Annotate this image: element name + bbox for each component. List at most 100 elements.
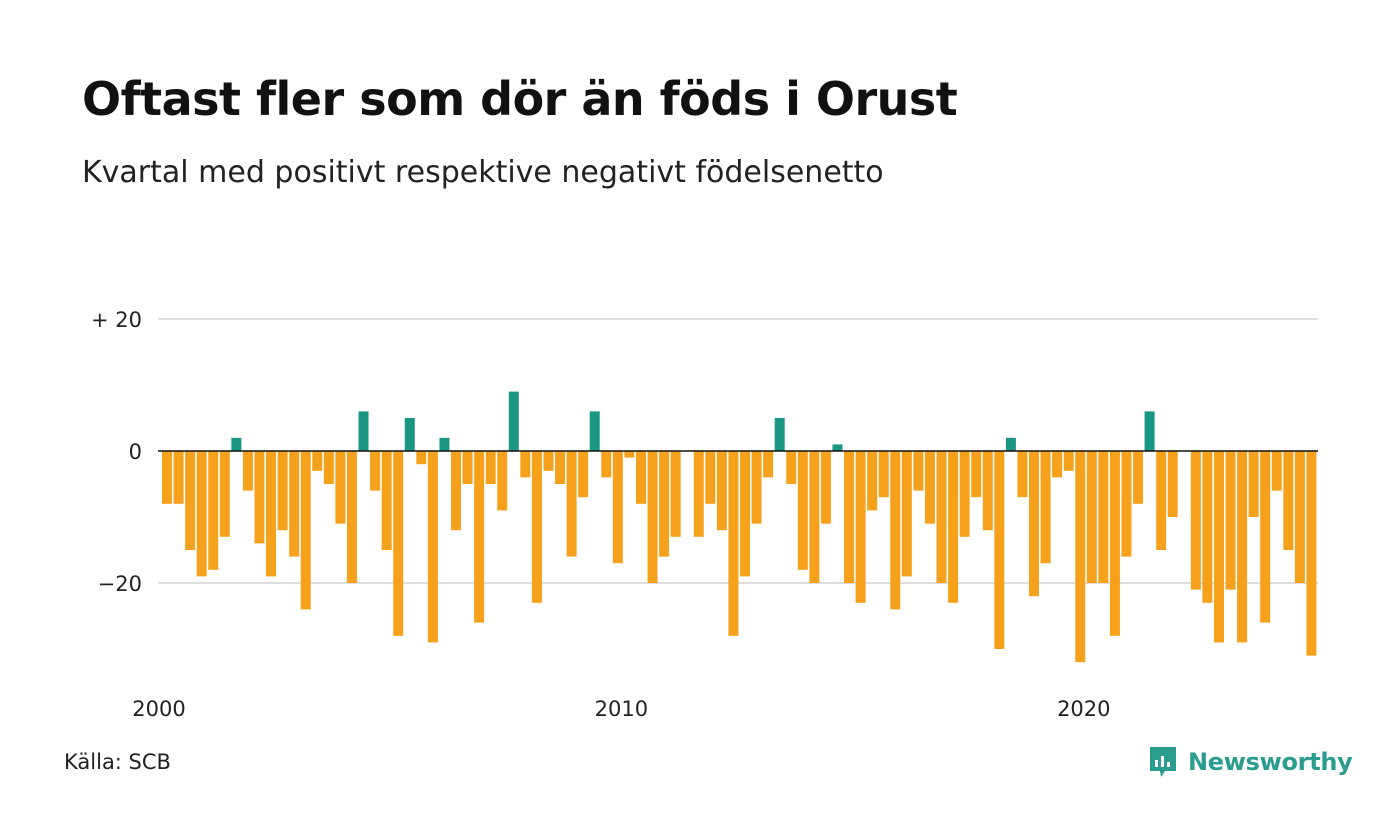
bar-23 [427, 451, 438, 643]
bars [162, 391, 1317, 663]
bar-31 [520, 451, 531, 478]
bar-59 [844, 451, 855, 583]
bar-96 [1271, 451, 1282, 491]
bar-43 [659, 451, 670, 557]
bar-18 [370, 451, 381, 491]
bar-90 [1202, 451, 1213, 603]
bar-25 [451, 451, 461, 531]
bar-65 [913, 451, 924, 491]
bar-20 [393, 451, 404, 636]
bar-29 [497, 451, 508, 511]
bar-16 [346, 451, 357, 583]
bar-13 [312, 451, 323, 471]
bar-50 [740, 451, 750, 577]
y-tick-label: + 20 [91, 308, 142, 332]
x-tick-label: 2000 [132, 697, 185, 721]
bar-15 [335, 451, 346, 524]
bar-42 [647, 451, 658, 583]
bar-44 [670, 451, 681, 537]
bar-62 [878, 451, 889, 498]
bar-84 [1133, 451, 1144, 504]
bar-91 [1213, 451, 1224, 643]
bar-83 [1121, 451, 1132, 557]
bar-63 [890, 451, 901, 610]
bar-66 [924, 451, 935, 524]
bar-55 [797, 451, 808, 570]
x-tick-label: 2010 [595, 697, 648, 721]
bar-60 [855, 451, 866, 603]
bar-52 [763, 451, 774, 478]
bar-97 [1283, 451, 1294, 550]
bar-68 [948, 451, 959, 603]
bar-11 [289, 451, 300, 557]
bar-81 [1098, 451, 1109, 583]
y-tick-label: 0 [129, 440, 142, 464]
bar-17 [358, 411, 369, 451]
bar-77 [1052, 451, 1063, 478]
bar-48 [716, 451, 727, 531]
bar-27 [474, 451, 485, 623]
bar-34 [555, 451, 566, 484]
bar-22 [416, 451, 427, 465]
y-tick-label: −20 [98, 572, 142, 596]
bar-70 [971, 451, 982, 498]
bar-12 [300, 451, 311, 610]
chart-title: Oftast fler som dör än föds i Orust [82, 72, 958, 126]
x-tick-label: 2020 [1057, 697, 1110, 721]
bar-24 [439, 437, 450, 451]
bar-75 [1029, 451, 1039, 597]
chart-subtitle: Kvartal med positivt respektive negativt… [82, 155, 884, 190]
bar-3 [196, 451, 207, 577]
bar-5 [219, 451, 230, 537]
bar-26 [462, 451, 473, 484]
bar-85 [1144, 411, 1155, 451]
bar-2 [185, 451, 196, 550]
bar-56 [809, 451, 820, 583]
bar-95 [1260, 451, 1271, 623]
bar-64 [901, 451, 912, 577]
bar-92 [1225, 451, 1236, 590]
bar-86 [1156, 451, 1167, 550]
bar-47 [705, 451, 716, 504]
bar-35 [566, 451, 577, 557]
bar-41 [635, 451, 646, 504]
bar-61 [867, 451, 878, 511]
bar-51 [751, 451, 762, 524]
bar-49 [728, 451, 739, 636]
bar-40 [624, 451, 635, 458]
axes: + 20 0 −20 2000 2010 2020 [91, 308, 1318, 721]
bar-74 [1017, 451, 1028, 498]
bar-38 [601, 451, 612, 478]
bar-54 [786, 451, 797, 484]
bar-37 [589, 411, 600, 451]
bar-89 [1190, 451, 1201, 590]
bar-8 [254, 451, 265, 544]
bar-58 [832, 444, 843, 451]
bar-94 [1248, 451, 1259, 517]
newsworthy-logo-icon [1150, 747, 1176, 777]
newsworthy-logo[interactable]: Newsworthy [1148, 744, 1353, 780]
bar-9 [266, 451, 277, 577]
bar-73 [1005, 437, 1016, 451]
bar-39 [612, 451, 623, 564]
bar-1 [173, 451, 184, 504]
bar-93 [1237, 451, 1248, 643]
bar-76 [1040, 451, 1051, 564]
bar-46 [693, 451, 704, 537]
bar-14 [323, 451, 334, 484]
bar-80 [1086, 451, 1097, 583]
bar-78 [1063, 451, 1074, 471]
bar-10 [277, 451, 288, 531]
bar-53 [774, 418, 785, 451]
bar-0 [162, 451, 172, 504]
bar-7 [242, 451, 253, 491]
bar-4 [208, 451, 219, 570]
bar-36 [578, 451, 589, 498]
bar-87 [1167, 451, 1178, 517]
bar-67 [936, 451, 947, 583]
bar-6 [231, 437, 242, 451]
source-label: Källa: SCB [64, 750, 171, 774]
bar-98 [1294, 451, 1305, 583]
bar-28 [485, 451, 496, 484]
